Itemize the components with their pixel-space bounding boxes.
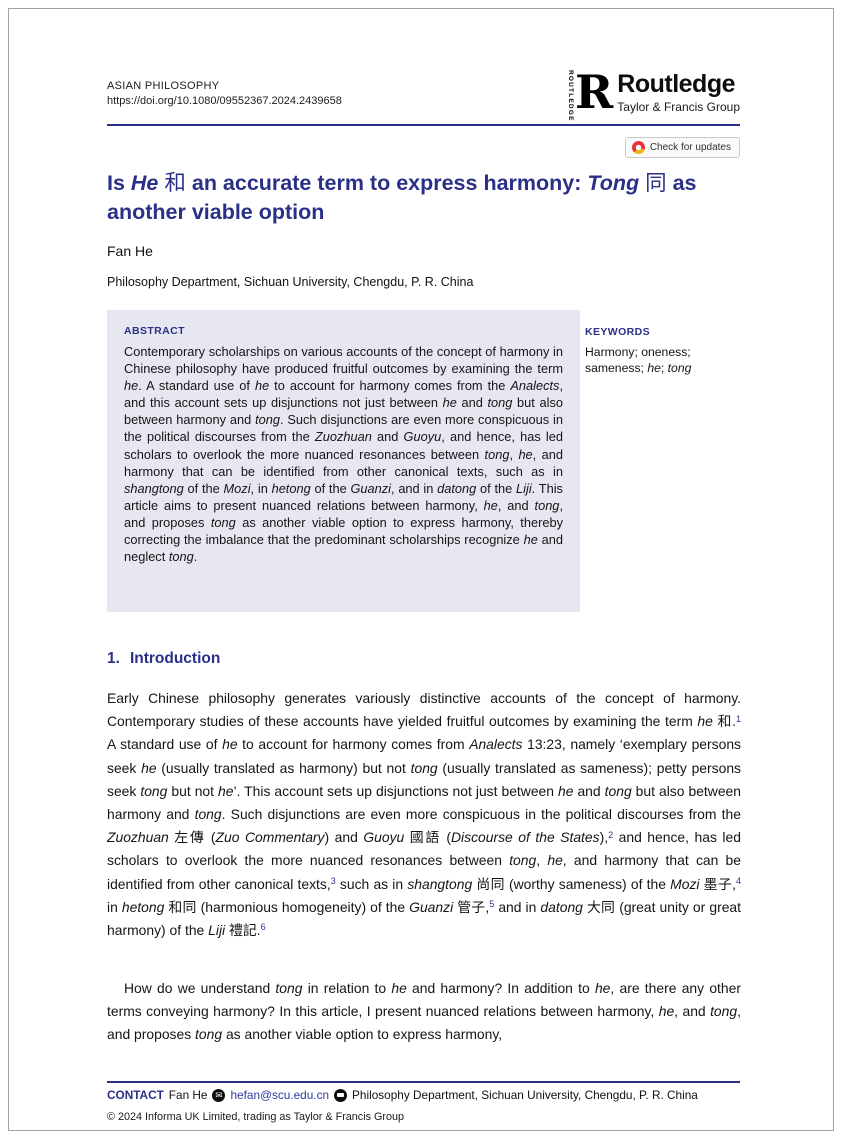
affiliation: Philosophy Department, Sichuan Universit… — [107, 275, 474, 289]
check-for-updates-button[interactable]: Check for updates — [624, 137, 740, 158]
crossmark-icon — [631, 141, 645, 154]
email-icon: ✉ — [212, 1088, 226, 1102]
routledge-logo: ROUTLEDGE R Routledge Taylor & Francis G… — [567, 65, 740, 122]
intro-paragraph-1: Early Chinese philosophy generates vario… — [107, 690, 742, 939]
abstract-text: Contemporary scholarships on various acc… — [124, 344, 564, 565]
footer-rule — [107, 1081, 740, 1083]
author-name: Fan He — [107, 243, 153, 259]
routledge-tagline: Taylor & Francis Group — [617, 100, 740, 114]
keywords-text: Harmony; oneness; sameness; he; tong — [585, 345, 692, 375]
affiliation-icon-glyph — [337, 1092, 345, 1098]
contact-name: Fan He — [168, 1088, 208, 1102]
section-number: 1. — [107, 650, 120, 667]
contact-address: Philosophy Department, Sichuan Universit… — [352, 1088, 698, 1102]
contact-line: CONTACT Fan He ✉ hefan@scu.edu.cn Philos… — [107, 1088, 747, 1102]
email-link[interactable]: hefan@scu.edu.cn — [230, 1088, 330, 1102]
routledge-r-mark: R — [575, 65, 614, 119]
abstract-box: ABSTRACT Contemporary scholarships on va… — [107, 310, 580, 612]
routledge-vertical-text: ROUTLEDGE — [567, 70, 575, 122]
check-for-updates-label: Check for updates — [649, 142, 731, 153]
section-heading-introduction: 1. Introduction — [107, 650, 220, 668]
contact-label: CONTACT — [107, 1088, 164, 1102]
section-title: Introduction — [129, 650, 221, 667]
routledge-wordmark: Routledge — [617, 70, 735, 98]
journal-meta: ASIAN PHILOSOPHY https://doi.org/10.1080… — [107, 79, 342, 109]
affiliation-icon — [334, 1088, 348, 1102]
keywords-block: KEYWORDS Harmony; oneness; sameness; he;… — [585, 326, 745, 376]
keywords-label: KEYWORDS — [585, 326, 651, 338]
abstract-label: ABSTRACT — [124, 325, 185, 337]
copyright-line: © 2024 Informa UK Limited, trading as Ta… — [107, 1111, 405, 1123]
intro-paragraph-2: How do we understand tong in relation to… — [107, 980, 741, 1043]
article-title: Is He 和 an accurate term to express harm… — [107, 171, 697, 224]
header-rule — [107, 124, 740, 126]
journal-name: ASIAN PHILOSOPHY — [107, 80, 220, 92]
doi-link[interactable]: https://doi.org/10.1080/09552367.2024.24… — [107, 95, 342, 107]
routledge-wordmark-group: Routledge Taylor & Francis Group — [617, 69, 740, 115]
